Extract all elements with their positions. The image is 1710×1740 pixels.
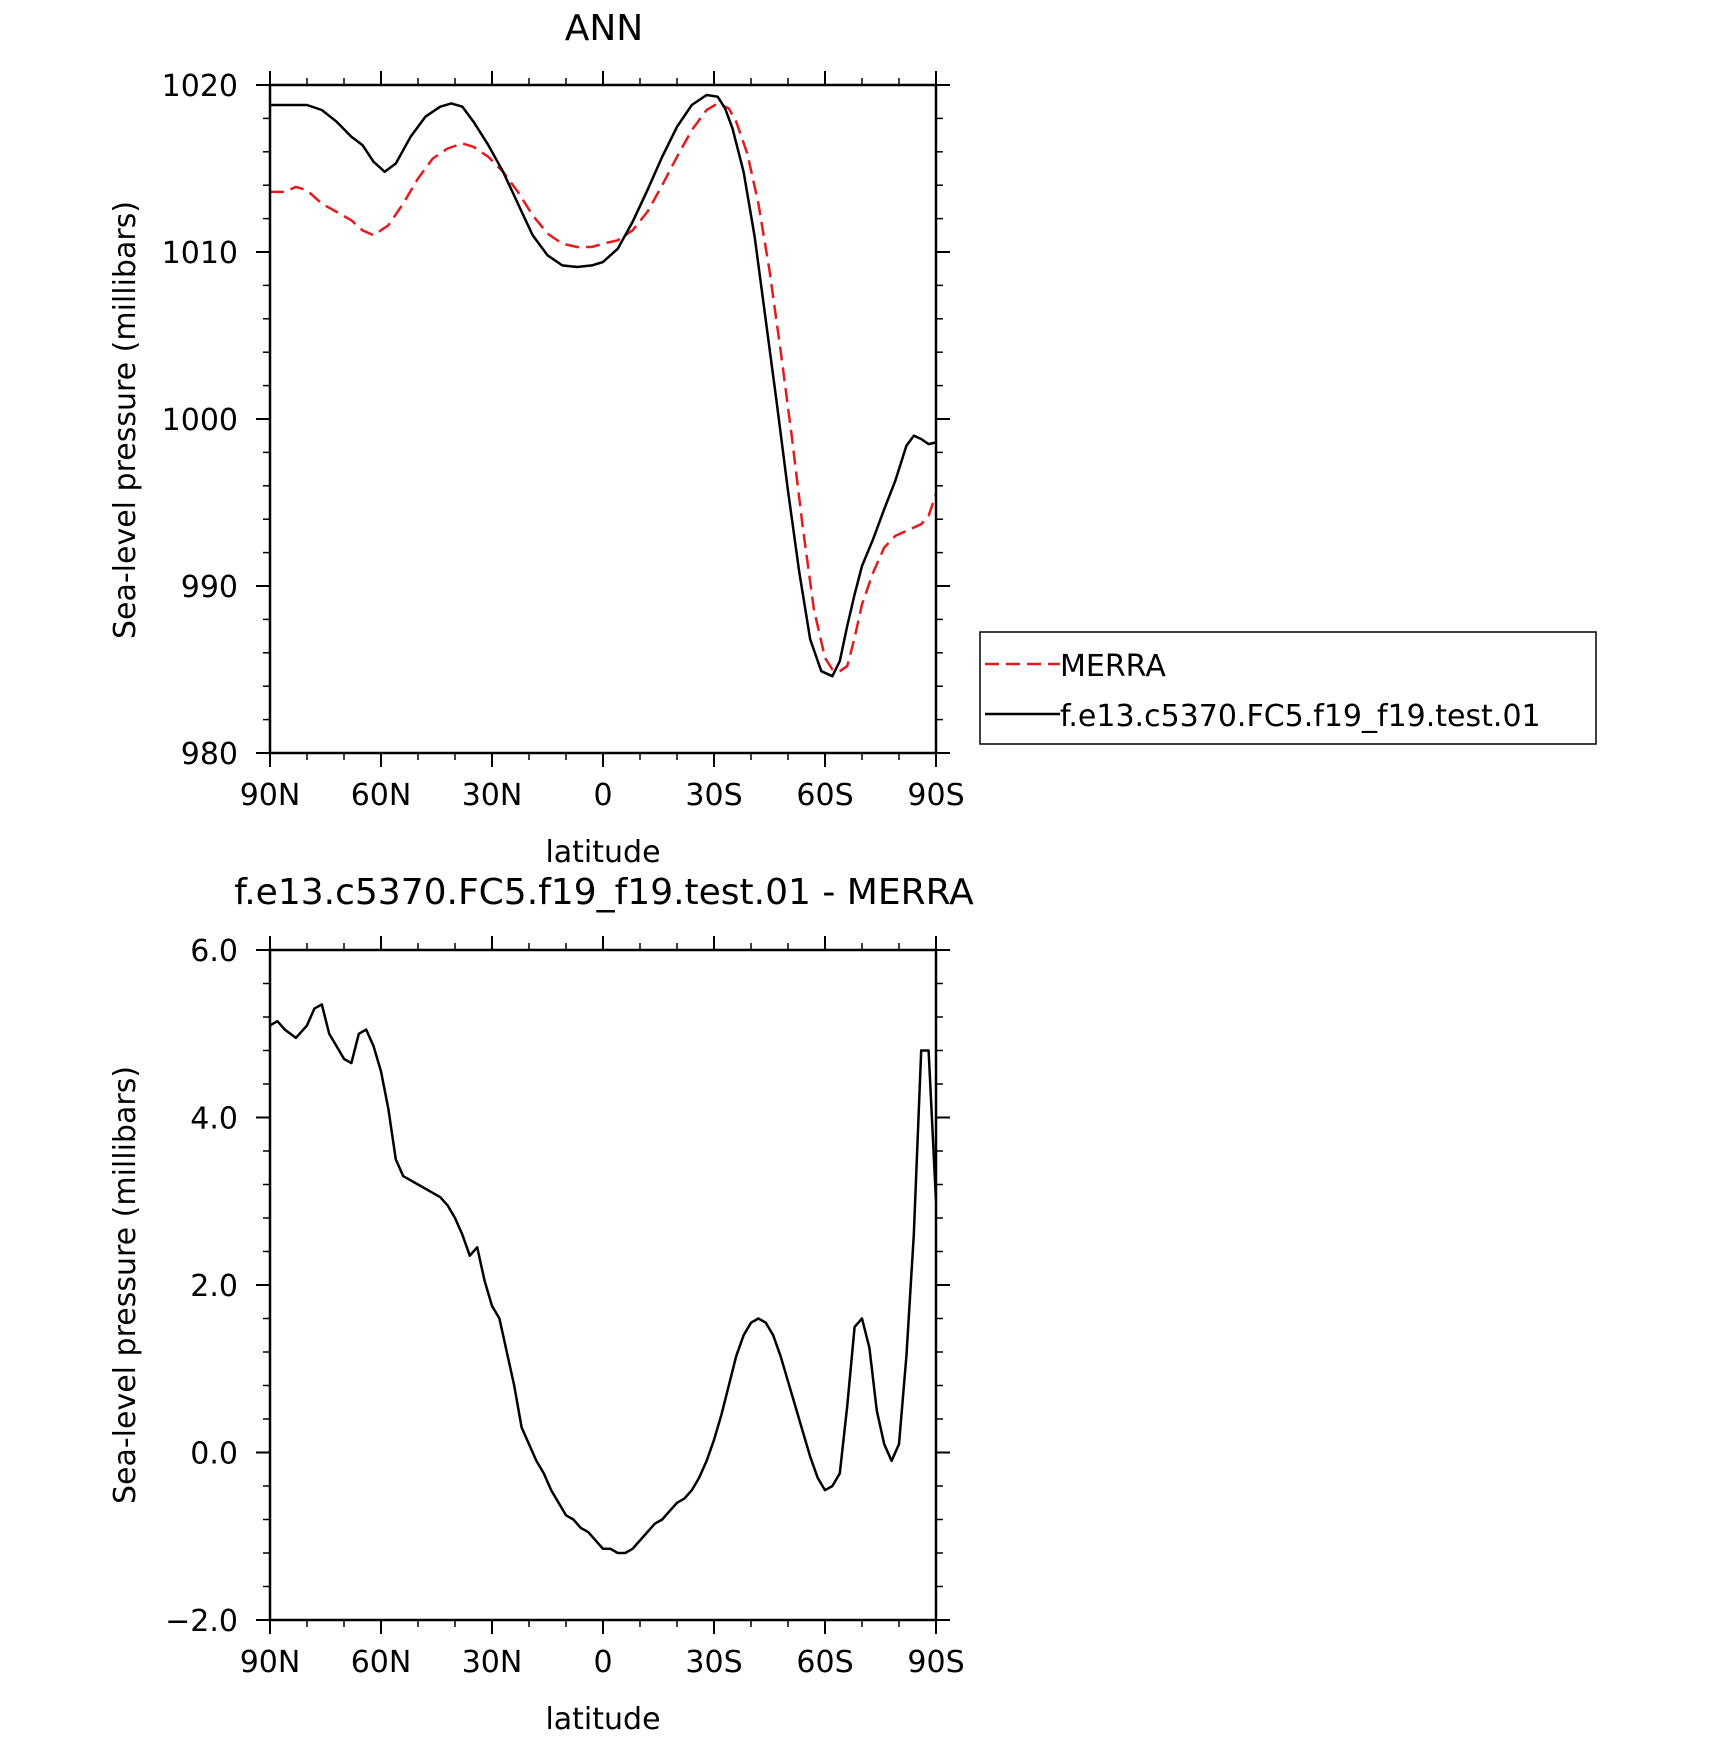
bottom-x-axis-label: latitude — [545, 1702, 660, 1737]
x-tick-label: 0 — [593, 1645, 612, 1680]
x-tick-label: 0 — [593, 778, 612, 813]
bottom-panel-title: f.e13.c5370.FC5.f19_f19.test.01 - MERRA — [234, 872, 974, 913]
x-tick-label: 60S — [796, 1645, 853, 1680]
y-tick-label: 4.0 — [190, 1102, 238, 1137]
bottom-series-lines — [269, 1003, 938, 1555]
bottom-axis-ticks — [256, 936, 950, 1634]
x-tick-label: 30N — [462, 778, 523, 813]
legend-label-merra: MERRA — [1060, 649, 1166, 684]
bottom-plot-frame — [268, 948, 938, 1622]
series-line-0-1 — [270, 93, 937, 678]
series-line-1-0 — [269, 1003, 938, 1555]
y-tick-label: 1020 — [162, 69, 238, 104]
y-tick-label: 1010 — [162, 236, 238, 271]
bottom-x-tick-labels: 90N 60N 30N 0 30S 60S 90S — [240, 1645, 965, 1680]
x-tick-label: 90S — [907, 778, 964, 813]
bottom-y-tick-labels: 6.0 4.0 2.0 0.0 −2.0 — [165, 934, 238, 1639]
series-line-0-0 — [270, 102, 938, 673]
bottom-y-axis-label: Sea-level pressure (millibars) — [108, 1066, 143, 1504]
legend: MERRA f.e13.c5370.FC5.f19_f19.test.01 — [979, 631, 1597, 745]
top-x-axis-label: latitude — [545, 835, 660, 870]
x-tick-label: 90N — [240, 1645, 301, 1680]
y-tick-label: −2.0 — [165, 1604, 238, 1639]
x-tick-label: 30S — [685, 1645, 742, 1680]
top-x-tick-labels: 90N 60N 30N 0 30S 60S 90S — [240, 778, 965, 813]
y-tick-label: 2.0 — [190, 1269, 238, 1304]
y-tick-label: 990 — [181, 570, 238, 605]
x-tick-label: 90N — [240, 778, 301, 813]
y-tick-label: 6.0 — [190, 934, 238, 969]
top-axis-ticks — [256, 71, 950, 767]
y-tick-label: 980 — [181, 737, 238, 772]
x-tick-label: 60N — [351, 778, 412, 813]
legend-box — [979, 631, 1597, 745]
y-tick-label: 0.0 — [190, 1437, 238, 1472]
legend-label-model: f.e13.c5370.FC5.f19_f19.test.01 — [1060, 699, 1541, 734]
top-y-axis-label: Sea-level pressure (millibars) — [108, 201, 143, 639]
x-tick-label: 60S — [796, 778, 853, 813]
top-panel-title: ANN — [565, 8, 644, 49]
x-tick-label: 60N — [351, 1645, 412, 1680]
x-tick-label: 30S — [685, 778, 742, 813]
top-series-lines — [270, 93, 938, 678]
top-y-tick-labels: 1020 1010 1000 990 980 — [162, 69, 238, 772]
y-tick-label: 1000 — [162, 403, 238, 438]
difference-panel: f.e13.c5370.FC5.f19_f19.test.01 - MERRA … — [108, 872, 974, 1737]
top-plot-frame — [268, 83, 938, 755]
x-tick-label: 30N — [462, 1645, 523, 1680]
x-tick-label: 90S — [907, 1645, 964, 1680]
